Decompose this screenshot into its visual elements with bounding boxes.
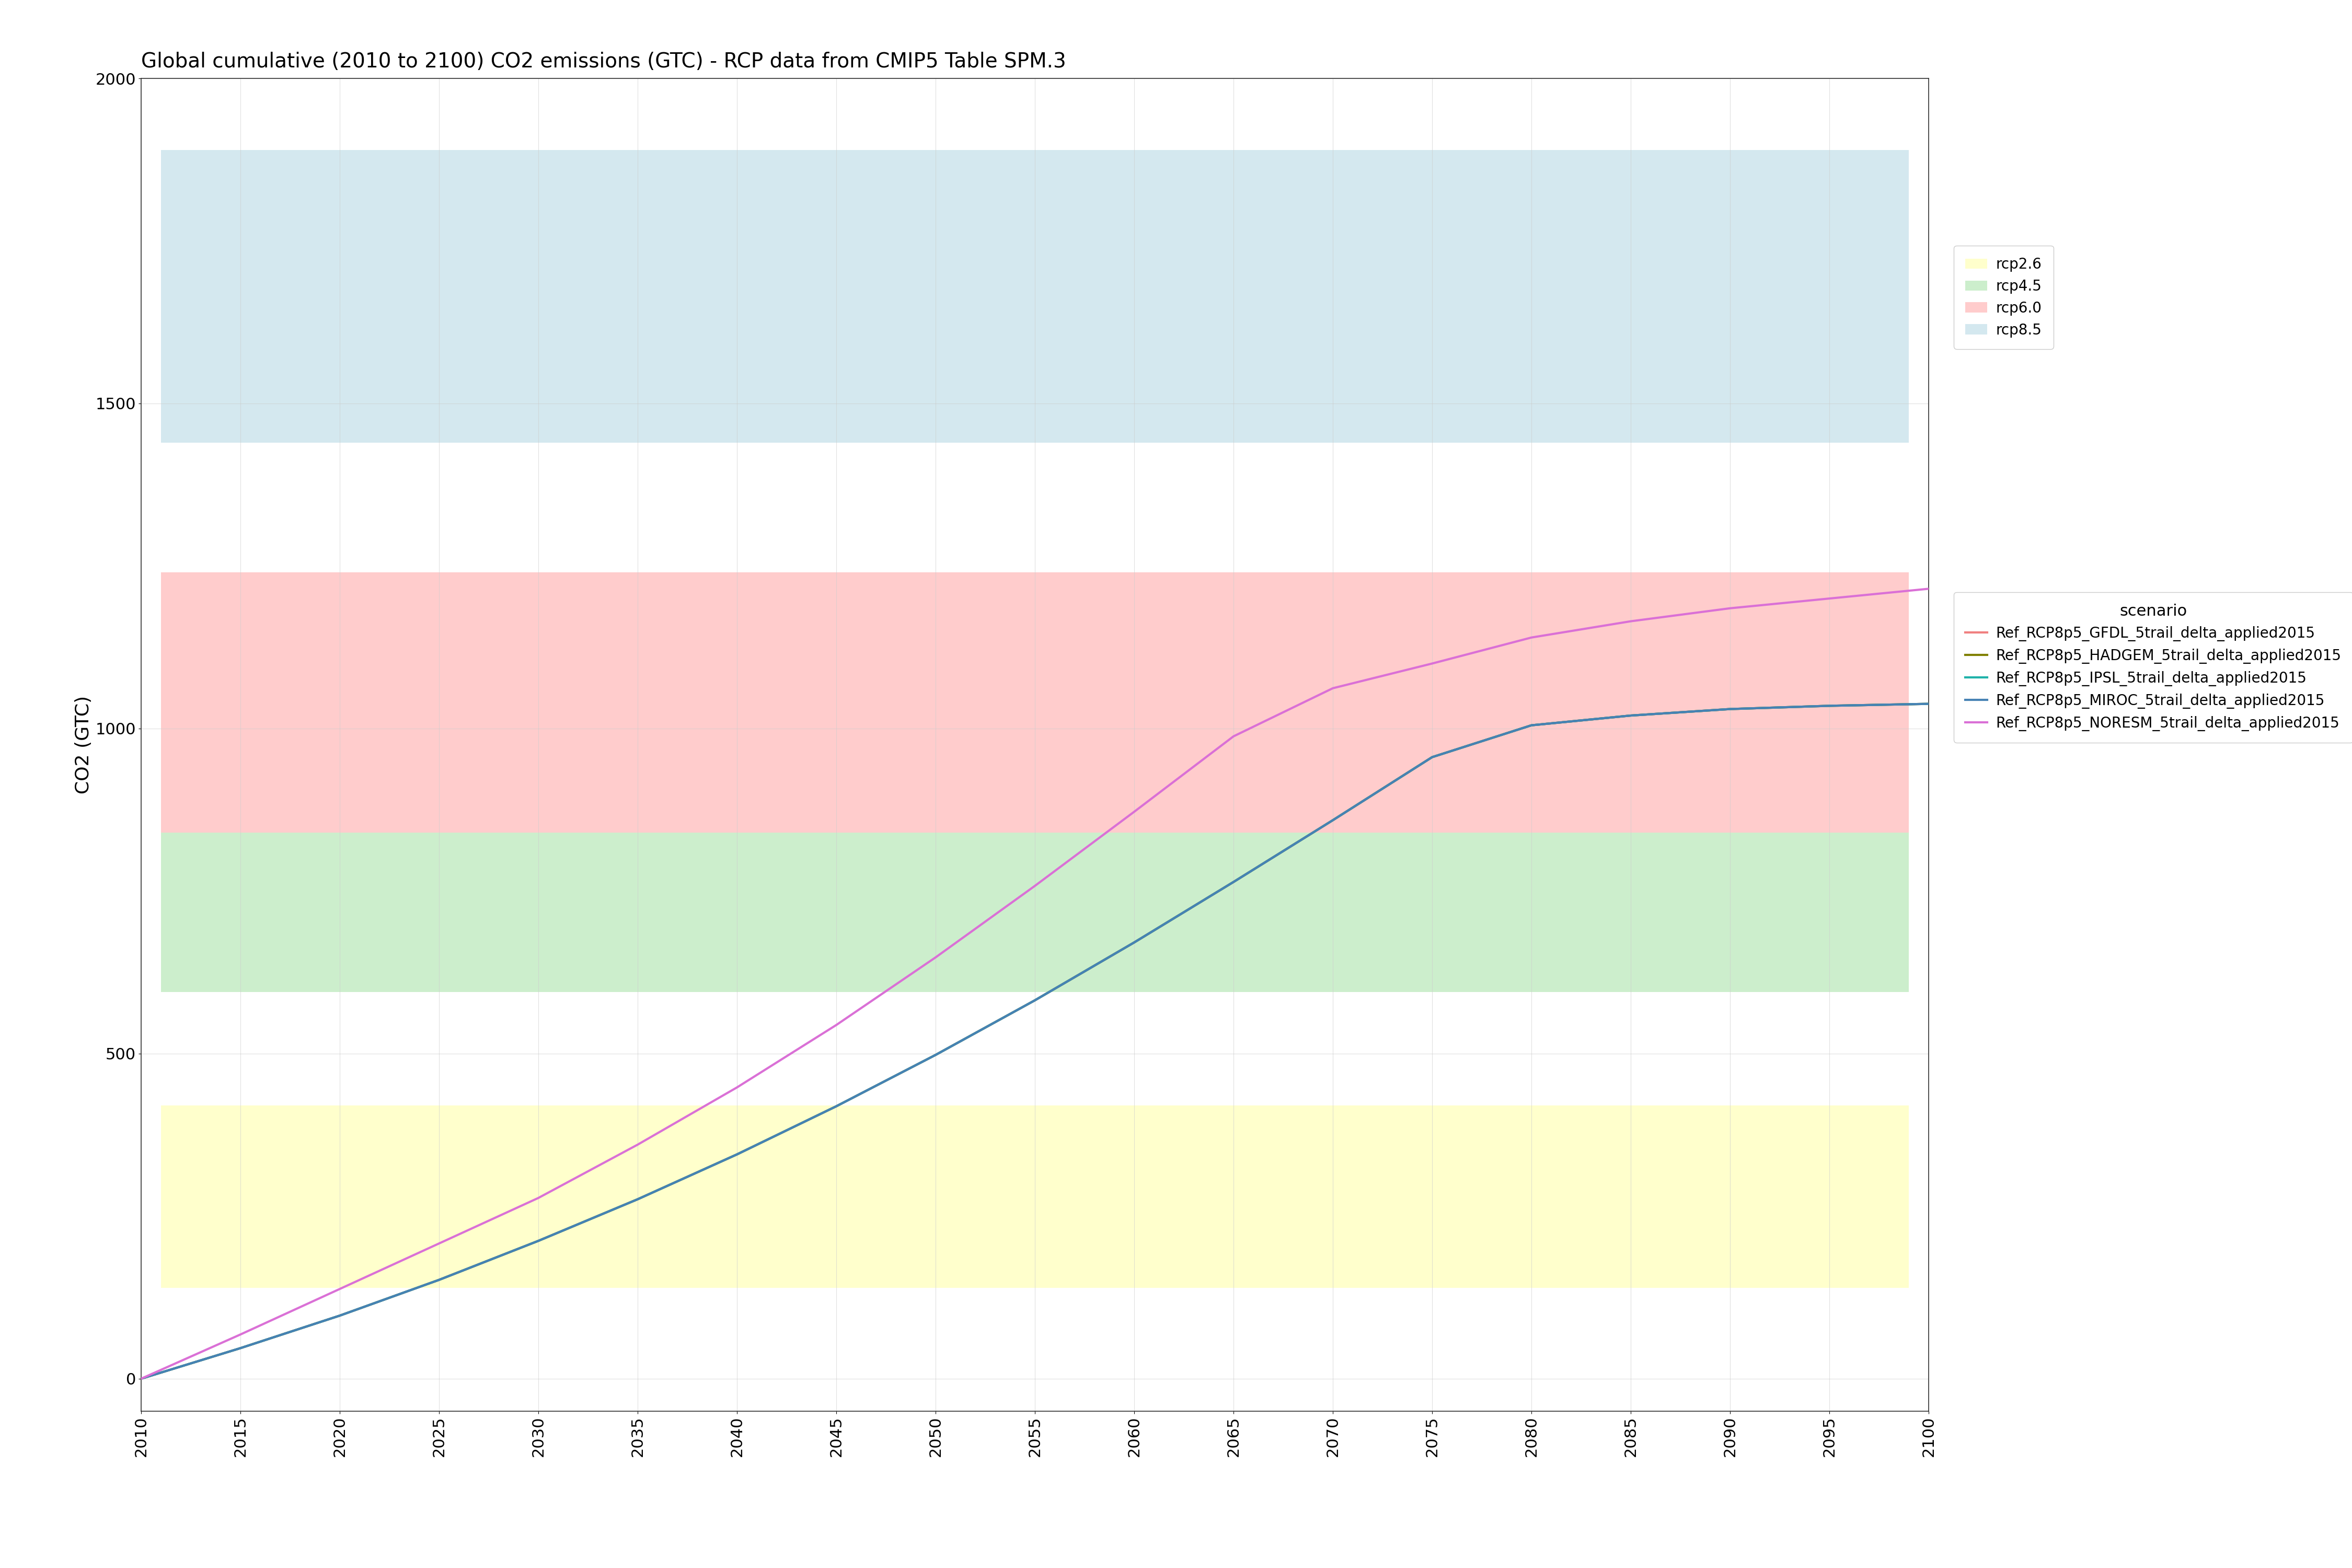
Y-axis label: CO2 (GTC): CO2 (GTC) (75, 696, 92, 793)
Legend: Ref_RCP8p5_GFDL_5trail_delta_applied2015, Ref_RCP8p5_HADGEM_5trail_delta_applied: Ref_RCP8p5_GFDL_5trail_delta_applied2015… (1955, 593, 2352, 743)
Bar (160, 572, 1910, 833)
Text: Global cumulative (2010 to 2100) CO2 emissions (GTC) - RCP data from CMIP5 Table: Global cumulative (2010 to 2100) CO2 emi… (141, 52, 1065, 72)
Bar (160, 151, 1910, 442)
Bar (160, 833, 1910, 993)
Bar (160, 1105, 1910, 1287)
